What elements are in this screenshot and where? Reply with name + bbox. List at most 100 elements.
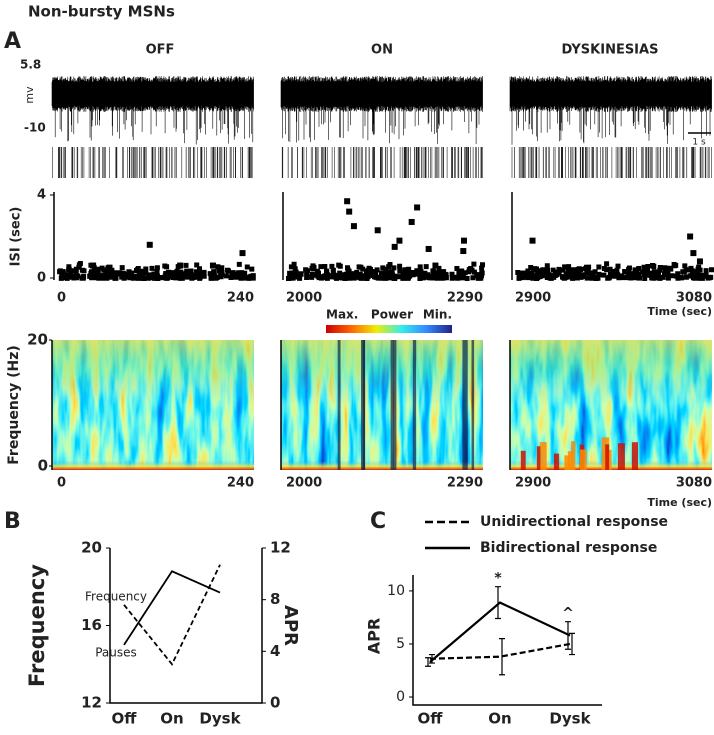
spectrogram-stripe — [471, 340, 475, 470]
spectrogram-stripe — [393, 340, 397, 470]
x-tick-label: 2290 — [447, 476, 483, 491]
series-line — [123, 570, 221, 646]
y-axis-title: Frequency (Hz) — [6, 345, 22, 464]
x-tick-label: On — [488, 710, 511, 728]
isi-dense-band — [57, 261, 256, 281]
error-bar — [429, 653, 435, 664]
x-tick-label: 0 — [57, 291, 66, 306]
spectrogram-patch — [539, 442, 547, 470]
y-axis-title: ISI (sec) — [9, 207, 24, 267]
spectrogram-stripe — [464, 340, 468, 470]
column-title: ON — [371, 43, 393, 58]
x-tick-label: Off — [112, 710, 138, 728]
y2-axis-title: APR — [280, 605, 301, 646]
error-bar — [569, 632, 575, 656]
x-tick-label: Dysk — [199, 710, 241, 728]
trace-ytick: 5.8 — [20, 58, 41, 72]
trace-ytick: -10 — [24, 121, 46, 135]
x-tick-label: Dysk — [549, 710, 591, 728]
spectrogram-patch — [564, 455, 570, 470]
isi-point — [414, 204, 421, 211]
y2-tick-label: 8 — [270, 590, 280, 608]
isi-point — [643, 268, 650, 275]
y-tick-label: 0 — [37, 271, 46, 286]
y-tick-label: 0 — [38, 457, 48, 475]
spike-raster — [52, 147, 253, 178]
error-bar — [495, 586, 501, 620]
spectrogram-patch — [553, 453, 560, 470]
annotation: ^ — [562, 606, 574, 622]
spectrogram-stripe — [390, 340, 394, 470]
legend-label: Bidirectional response — [480, 540, 657, 556]
x-tick-label: 2000 — [286, 291, 322, 306]
spectrogram-shade — [52, 340, 254, 470]
isi-point — [391, 243, 398, 250]
panel-label: B — [4, 509, 21, 534]
isi-point — [529, 237, 536, 244]
spectrogram-patch — [520, 450, 526, 470]
figure-title: Non-bursty MSNs — [28, 3, 175, 21]
spike-raster — [281, 147, 483, 178]
spectrogram-patch — [536, 446, 541, 470]
y-axis-title: Frequency — [25, 564, 49, 687]
y-tick-label: 12 — [81, 694, 102, 712]
isi-point — [374, 227, 381, 234]
spectrogram-stripe — [361, 340, 366, 470]
y-tick-label: 5 — [396, 636, 405, 652]
spectrogram-patch — [567, 451, 574, 470]
panel-label: C — [370, 509, 386, 534]
y-tick-label: 16 — [81, 616, 102, 634]
spectrogram-stripe — [337, 340, 341, 470]
isi-point — [146, 241, 153, 248]
column-title: OFF — [146, 43, 175, 58]
y-tick-label: 4 — [37, 188, 46, 203]
x-axis-title: Time (sec) — [647, 496, 712, 509]
isi-point — [460, 237, 467, 244]
colorbar-label: Power — [371, 308, 413, 322]
y2-tick-label: 4 — [270, 642, 280, 660]
series-label: Frequency — [85, 589, 147, 603]
isi-point — [209, 262, 216, 269]
scale-bar-label: 1 s — [692, 138, 706, 148]
x-tick-label: 2290 — [447, 291, 483, 306]
x-axis-title: Time (sec) — [647, 305, 712, 318]
isi-point — [432, 262, 439, 269]
error-bar — [499, 638, 505, 676]
column-title: DYSKINESIAS — [562, 43, 659, 58]
spectrogram-patch — [571, 441, 576, 470]
colorbar — [326, 325, 452, 333]
spectrogram-stripe — [462, 340, 465, 470]
spectrogram-shade — [281, 340, 483, 470]
isi-dense-band — [515, 261, 714, 281]
x-tick-label: 240 — [227, 291, 254, 306]
y-tick-label: 20 — [27, 331, 48, 349]
isi-point — [460, 248, 467, 255]
isi-point — [690, 250, 697, 257]
colorbar-label: Min. — [423, 308, 452, 322]
series-line — [123, 564, 221, 666]
legend-label: Unidirectional response — [480, 514, 668, 530]
isi-point — [396, 237, 403, 244]
x-tick-label: 240 — [227, 476, 254, 491]
isi-dense-band — [286, 261, 485, 281]
spectrogram-patch — [631, 442, 639, 470]
isi-point — [346, 208, 353, 215]
isi-point — [239, 250, 246, 257]
x-tick-label: 0 — [57, 476, 66, 491]
x-tick-label: On — [160, 710, 183, 728]
series-line — [429, 642, 571, 660]
annotation: * — [494, 571, 502, 587]
x-tick-label: Off — [418, 710, 444, 728]
y-tick-label: 10 — [387, 583, 405, 599]
isi-point — [106, 264, 113, 271]
voltage-trace — [280, 76, 483, 145]
axes — [109, 548, 263, 704]
isi-point — [350, 223, 357, 230]
x-tick-label: 3080 — [676, 291, 712, 306]
panel-label: A — [4, 29, 21, 54]
colorbar-label: Max. — [326, 308, 358, 322]
x-tick-label: 3080 — [676, 476, 712, 491]
isi-point — [408, 218, 415, 225]
